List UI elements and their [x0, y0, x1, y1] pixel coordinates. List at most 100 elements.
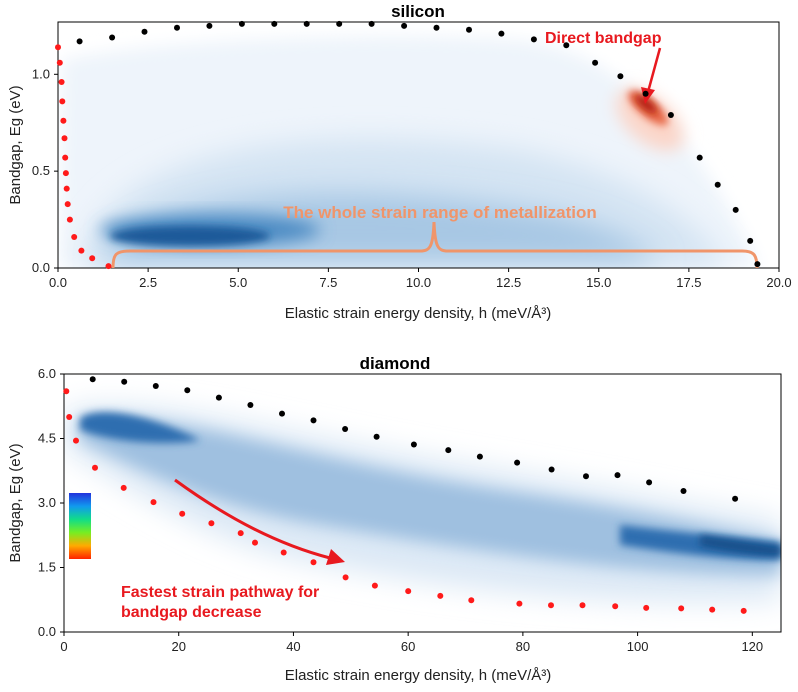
diamond-series0-point-19: [732, 495, 739, 502]
diamond-title: diamond: [360, 354, 431, 373]
diamond-y-tick-label-1: 1.5: [38, 560, 56, 575]
silicon-x-axis-label: Elastic strain energy density, h (meV/Å³…: [285, 305, 551, 322]
diamond-series1-point-23: [709, 606, 716, 613]
silicon-series1-point-8: [63, 185, 70, 192]
silicon-series0-point-14: [530, 36, 537, 43]
diamond-annotation-line1: Fastest strain pathway for: [121, 584, 319, 601]
silicon-direct-bandgap-arrow: [646, 47, 662, 93]
diamond-series1-point-24: [740, 607, 747, 614]
silicon-series0-point-2: [141, 28, 148, 35]
diamond-series0-point-17: [646, 479, 653, 486]
silicon-x-tick-label-0: 0.0: [49, 275, 67, 290]
diamond-y-tick-label-3: 4.5: [38, 431, 56, 446]
diamond-x-tick-label-1: 20: [171, 639, 185, 654]
silicon-series1-point-7: [62, 170, 69, 177]
silicon-direct-bandgap-label: Direct bandgap: [545, 30, 662, 47]
diamond-series0-point-4: [215, 394, 222, 401]
diamond-series0-point-13: [514, 459, 521, 466]
silicon-x-tick-label-4: 10.0: [406, 275, 431, 290]
silicon-series1-point-6: [62, 154, 69, 161]
diamond-x-axis-label: Elastic strain energy density, h (meV/Å³…: [285, 667, 551, 684]
diamond-series0-point-11: [445, 447, 452, 454]
silicon-x-tick-label-2: 5.0: [229, 275, 247, 290]
silicon-series0-point-20: [696, 154, 703, 161]
diamond-series1-point-12: [342, 574, 349, 581]
silicon-series1-point-11: [71, 234, 78, 240]
diamond-density-map: [66, 405, 781, 602]
silicon-series1-point-4: [60, 117, 67, 124]
silicon-x-tick-label-8: 20.0: [766, 275, 791, 290]
diamond-series0-point-16: [614, 472, 621, 479]
diamond-series0-point-2: [152, 383, 159, 389]
diamond-x-tick-label-5: 100: [627, 639, 649, 654]
silicon-series0-point-8: [336, 20, 343, 27]
diamond-fastest-path-arrowhead: [326, 549, 345, 565]
diamond-series0-point-12: [476, 453, 483, 460]
silicon-series0-point-15: [563, 42, 570, 49]
diamond-series1-point-11: [310, 559, 317, 566]
silicon-series0-point-9: [368, 20, 375, 27]
diamond-series1-point-15: [437, 592, 444, 599]
diamond-series1-point-5: [150, 499, 157, 506]
diamond-series1-point-2: [73, 437, 79, 444]
diamond-series1-point-18: [548, 602, 554, 609]
diamond-colorbar: [69, 493, 91, 559]
diamond-series1-point-21: [643, 604, 650, 611]
diamond-y-tick-label-0: 0.0: [38, 624, 56, 639]
silicon-series1-point-0: [55, 44, 61, 51]
silicon-x-tick-label-5: 12.5: [496, 275, 521, 290]
silicon-series0-point-4: [206, 22, 213, 29]
silicon-x-tick-label-1: 2.5: [139, 275, 157, 290]
silicon-x-tick-label-6: 15.0: [586, 275, 611, 290]
diamond-series1-point-14: [405, 588, 412, 595]
diamond-y-tick-label-2: 3.0: [38, 495, 56, 510]
silicon-y-axis-label: Bandgap, Eg (eV): [7, 85, 24, 204]
diamond-series0-point-8: [342, 426, 349, 432]
diamond-fastest-path-arrow: [174, 478, 331, 560]
silicon-y-tick-label-0: 0.0: [32, 260, 50, 275]
diamond-series0-point-6: [279, 410, 285, 417]
diamond-y-axis-label: Bandgap, Eg (eV): [7, 443, 24, 562]
diamond-series0-point-14: [548, 466, 555, 473]
silicon-series0-point-22: [732, 206, 739, 213]
silicon-series0-point-23: [747, 237, 754, 244]
silicon-series0-point-12: [466, 26, 472, 33]
diamond-x-tick-label-6: 120: [741, 639, 763, 654]
diamond-series0-point-10: [410, 441, 417, 448]
diamond-series1-point-1: [66, 414, 73, 420]
silicon-series0-point-10: [401, 22, 408, 29]
silicon-series0-point-17: [617, 73, 624, 80]
diamond-series1-point-20: [612, 603, 619, 610]
diamond-annotation-line2: bandgap decrease: [121, 604, 262, 621]
silicon-series1-point-13: [89, 255, 96, 262]
silicon-series1-point-3: [59, 98, 66, 105]
silicon-series0-point-16: [592, 59, 599, 66]
diamond-series1-point-4: [120, 484, 127, 491]
diamond-series1-point-3: [92, 464, 98, 471]
silicon-metallization-brace: [111, 221, 759, 269]
diamond-y-tick-label-4: 6.0: [38, 366, 56, 381]
silicon-series0-point-5: [238, 20, 245, 27]
diamond-series0-point-0: [89, 376, 96, 383]
silicon-series0-point-3: [174, 24, 180, 31]
diamond-series1-point-6: [179, 510, 186, 517]
diamond-series1-point-13: [371, 582, 378, 589]
silicon-y-tick-label-2: 1.0: [32, 66, 50, 81]
silicon-x-tick-label-3: 7.5: [319, 275, 337, 290]
diamond-x-tick-label-2: 40: [286, 639, 300, 654]
silicon-series0-point-19: [667, 112, 674, 118]
silicon-series0-point-0: [76, 38, 83, 45]
silicon-series1-point-12: [78, 247, 85, 254]
diamond-series1-point-19: [579, 602, 586, 609]
silicon-series0-point-21: [714, 181, 721, 188]
diamond-series0-point-7: [310, 417, 317, 424]
diamond-series1-point-8: [237, 530, 244, 537]
silicon-y-tick-label-1: 0.5: [32, 163, 50, 178]
diamond-x-tick-label-0: 0: [60, 639, 67, 654]
diamond-series0-point-3: [184, 387, 191, 394]
diamond-series0-point-1: [121, 378, 128, 385]
silicon-series1-point-2: [58, 79, 65, 85]
diamond-series1-point-10: [280, 549, 287, 556]
silicon-series1-point-5: [61, 135, 68, 142]
